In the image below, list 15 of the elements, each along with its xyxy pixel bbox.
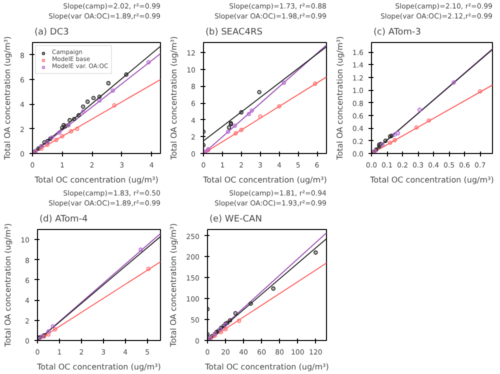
chart-title: (a) DC3	[34, 28, 69, 38]
y-axis-title: Total OA concentration (ug/m³)	[4, 223, 13, 348]
y-axis-title: Total OA concentration (ug/m³)	[335, 36, 344, 161]
x-axis-title: Total OC concentration (ug/m³)	[36, 362, 161, 372]
x-axis-title: Total OC concentration (ug/m³)	[204, 362, 329, 372]
y-axis-title: Total OA concentration (ug/m³)	[169, 223, 178, 348]
chart-title: (d) ATom-4	[40, 214, 88, 224]
x-axis-title: Total OC concentration (ug/m³)	[34, 176, 158, 184]
x-axis-title: Total OC concentration (ug/m³)	[202, 176, 327, 184]
chart-title: (e) WE-CAN	[210, 214, 262, 224]
y-axis-title: Total OA concentration (ug/m³)	[3, 36, 12, 161]
chart-title: (b) SEAC4RS	[206, 28, 263, 38]
x-axis-title: Total OC concentration (ug/m³)	[369, 176, 494, 184]
y-axis-title: Total OA concentration (ug/m³)	[170, 36, 179, 161]
chart-title: (c) ATom-3	[374, 28, 422, 38]
